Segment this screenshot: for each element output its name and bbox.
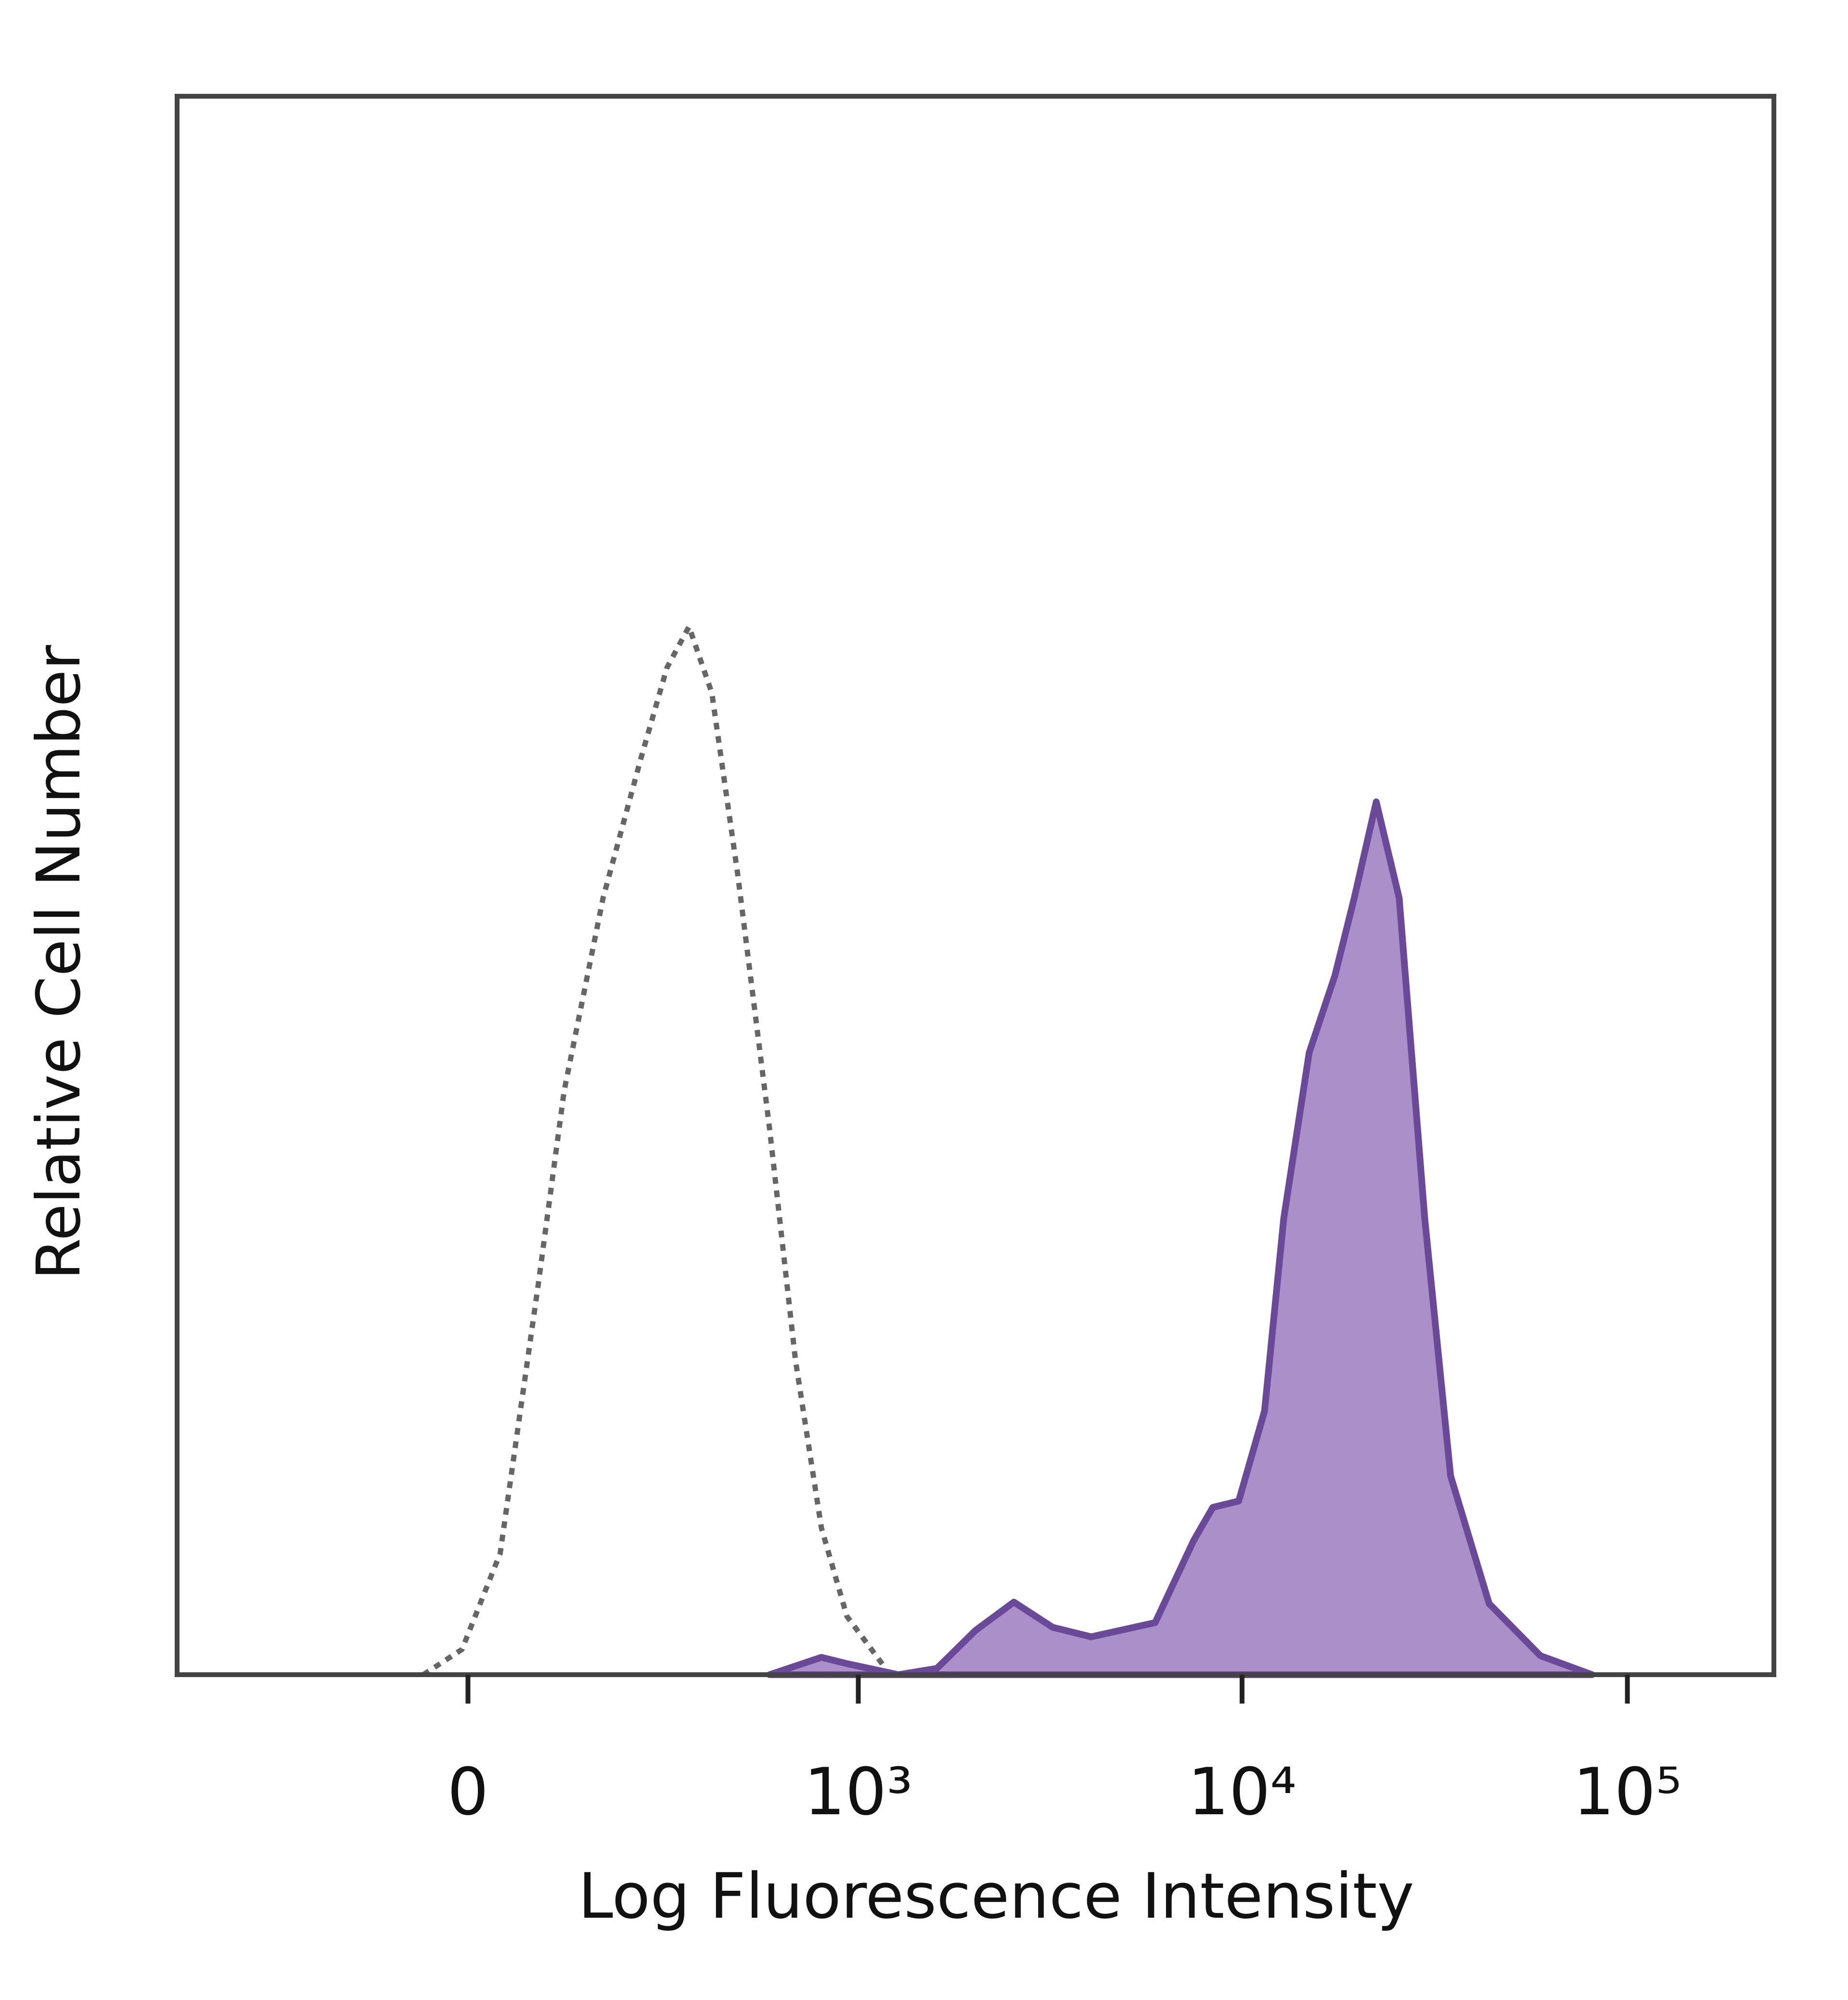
plot-frame — [175, 94, 1776, 1677]
x-tick-label: 0 — [447, 1754, 488, 1830]
histogram-area — [766, 798, 1596, 1678]
x-tick-label: 10³ — [804, 1754, 912, 1830]
y-axis-label: Relative Cell Number — [24, 645, 94, 1280]
x-tick-label: 10⁵ — [1573, 1754, 1682, 1830]
x-tick-label: 10⁴ — [1188, 1754, 1296, 1830]
x-axis-label: Log Fluorescence Intensity — [578, 1859, 1414, 1933]
histogram-line — [422, 620, 888, 1677]
